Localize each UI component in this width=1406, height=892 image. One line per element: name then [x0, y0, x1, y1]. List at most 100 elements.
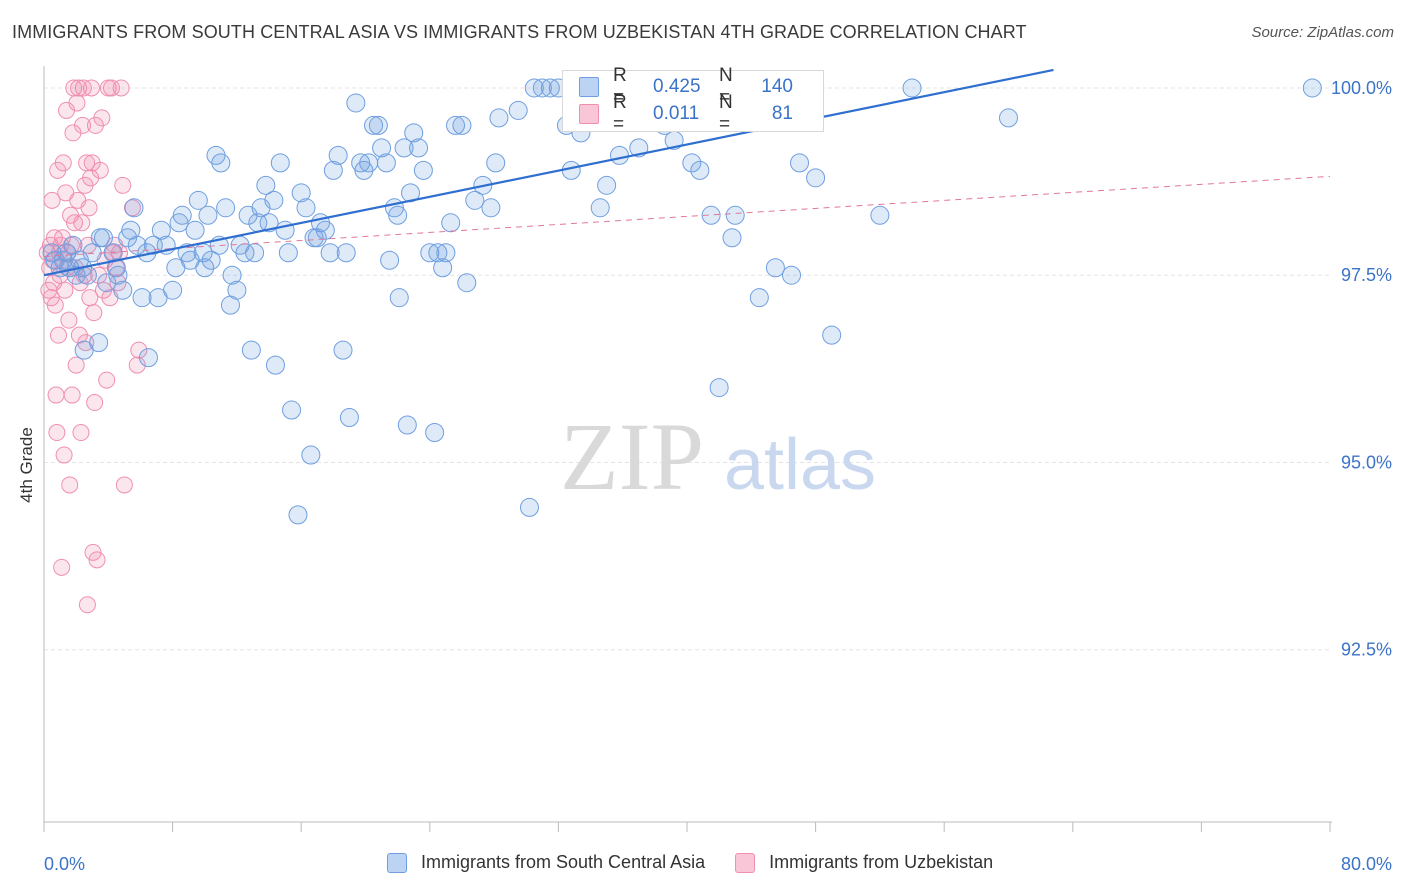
data-point [532, 78, 552, 98]
series-legend: Immigrants from South Central Asia Immig… [387, 852, 1023, 873]
data-point [413, 160, 433, 180]
data-point [163, 280, 183, 300]
legend-swatch-blue [387, 852, 407, 873]
legend-row-uzbekistan: R = 0.011 N = 81 [579, 92, 793, 135]
data-point [722, 228, 742, 248]
series-uzbekistan-points [38, 79, 148, 614]
data-point [201, 250, 221, 270]
legend-item-uzbekistan: Immigrants from Uzbekistan [735, 852, 993, 873]
data-point [222, 265, 242, 285]
legend-item-south-central-asia: Immigrants from South Central Asia [387, 852, 705, 873]
data-point [709, 378, 729, 398]
data-point [124, 198, 144, 218]
y-axis-label: 4th Grade [17, 427, 36, 503]
data-point [428, 243, 448, 263]
data-point [74, 116, 92, 134]
legend-n-value: 81 [771, 103, 793, 124]
axes [43, 66, 1332, 832]
data-point [108, 265, 128, 285]
data-point [489, 108, 509, 128]
data-point [1302, 78, 1322, 98]
data-point [49, 326, 67, 344]
data-point [91, 161, 109, 179]
data-point [540, 78, 560, 98]
data-point [870, 205, 890, 225]
data-point [790, 153, 810, 173]
data-point [256, 175, 276, 195]
data-point [123, 199, 141, 217]
legend-r-value: 0.011 [653, 103, 700, 124]
data-point [389, 288, 409, 308]
data-point [315, 220, 335, 240]
data-point [320, 243, 340, 263]
data-point [77, 334, 95, 352]
data-point [103, 79, 121, 97]
data-point [185, 220, 205, 240]
data-point [67, 356, 85, 374]
data-point [72, 424, 90, 442]
watermark-atlas: atlas [724, 425, 876, 505]
data-point [106, 258, 126, 278]
data-point [446, 115, 466, 135]
data-point [93, 109, 111, 127]
data-point [43, 191, 61, 209]
data-point [425, 423, 445, 443]
data-point [420, 243, 440, 263]
data-point [80, 199, 98, 217]
data-point [296, 198, 316, 218]
data-point [85, 304, 103, 322]
data-point [597, 175, 617, 195]
legend-n-value: 140 [761, 76, 793, 97]
data-point [172, 205, 192, 225]
data-point [524, 78, 544, 98]
data-point [339, 408, 359, 428]
data-point [60, 311, 78, 329]
data-point [690, 160, 710, 180]
data-point [57, 184, 75, 202]
data-point [433, 258, 453, 278]
data-point [98, 371, 116, 389]
data-point [452, 115, 472, 135]
legend-r-label: R = [613, 65, 627, 108]
trend-line-south-central-asia [43, 68, 1054, 277]
data-point [725, 205, 745, 225]
legend-n-label: N = [719, 65, 733, 108]
data-point [270, 153, 290, 173]
data-point [89, 333, 109, 353]
data-point [999, 108, 1018, 128]
data-point [241, 340, 261, 360]
data-point [465, 190, 485, 210]
data-point [682, 153, 702, 173]
data-point [82, 79, 100, 97]
chart-title: IMMIGRANTS FROM SOUTH CENTRAL ASIA VS IM… [12, 22, 1027, 42]
data-point [55, 446, 73, 464]
data-point [93, 228, 113, 248]
source-label: Source: ZipAtlas.com [1251, 24, 1394, 41]
grid-lines [44, 87, 1330, 651]
data-point [211, 153, 231, 173]
trend-line-uzbekistan [43, 175, 1331, 257]
data-point [114, 176, 132, 194]
data-point [97, 273, 117, 293]
y-tick-label: 95.0% [1341, 452, 1392, 472]
data-point [115, 476, 133, 494]
data-point [701, 205, 721, 225]
legend-label: Immigrants from South Central Asia [421, 852, 706, 872]
data-point [188, 190, 208, 210]
data-point [259, 213, 279, 233]
data-point [264, 190, 284, 210]
data-point [781, 265, 801, 285]
data-point [609, 145, 629, 165]
data-point [749, 288, 769, 308]
data-point [78, 596, 96, 614]
data-point [77, 265, 97, 285]
data-point [138, 348, 158, 368]
data-point [346, 93, 366, 113]
legend-swatch-pink [579, 104, 599, 124]
data-point [56, 281, 74, 299]
data-point [481, 198, 501, 218]
y-tick-label: 92.5% [1341, 640, 1392, 660]
data-point [282, 400, 302, 420]
data-point [372, 138, 392, 158]
